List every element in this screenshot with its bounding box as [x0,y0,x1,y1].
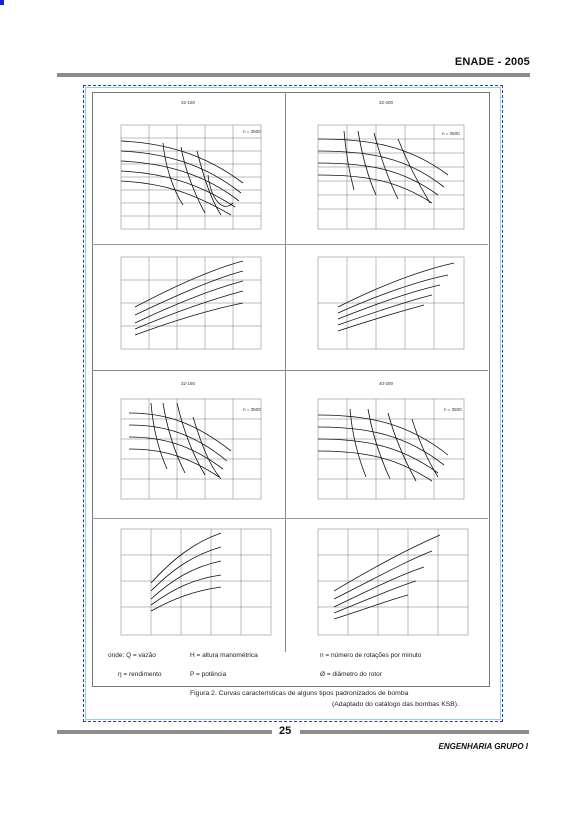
chart-4-speed: n = 3500 [444,407,462,412]
footer-title: ENGENHARIA GRUPO I [438,742,529,751]
chart-2-speed: n = 3500 [442,131,460,136]
legend-h: H = altura manométrica [190,652,258,659]
pump-power-chart-3 [93,521,283,649]
chart-3-speed: n = 3500 [243,407,261,412]
chart-3-title: 32-160 [181,381,196,386]
figure-divider-1 [92,244,488,245]
legend-q: onde: Q = vazão [108,652,156,659]
figure-caption: Figura 2. Curvas características de algu… [190,690,409,697]
page-number: 25 [279,725,292,737]
figure-vertical-divider [285,92,286,652]
chart-1-title: 32-160 [181,100,196,105]
pump-power-chart-2 [288,247,484,367]
pump-power-chart-4 [288,521,484,649]
legend-diameter: Ø = diâmetro do rotor [320,671,382,678]
legend-n: n = número de rotações por minuto [320,652,422,659]
figure-divider-3 [92,518,488,519]
footer-rule-right [300,730,529,734]
figure-divider-2 [92,370,488,371]
figure-border [92,92,490,687]
header-rule [57,73,530,77]
figure-caption-source: (Adaptado do catálogo das bombas KSB). [332,701,459,708]
chart-4-title: 40-200 [379,381,394,386]
chart-1-speed: n = 3500 [243,129,261,134]
page-header-title: ENADE - 2005 [454,56,530,68]
pump-head-chart-2: 32-200 n = 3500 [288,95,484,243]
corner-marker [0,0,4,5]
pump-power-chart-1 [93,247,283,367]
pump-head-chart-3: 32-160 n = 3500 [93,373,283,517]
pump-head-chart-1: 32-160 n = 3500 [93,95,283,243]
pump-head-chart-4: 40-200 n = 3500 [288,373,484,517]
chart-2-title: 32-200 [379,100,394,105]
footer-rule-left [57,730,272,734]
legend-eta: η = rendimento [118,671,162,678]
figure-selection-frame[interactable] [83,85,503,722]
legend-p: P = potência [190,671,227,678]
